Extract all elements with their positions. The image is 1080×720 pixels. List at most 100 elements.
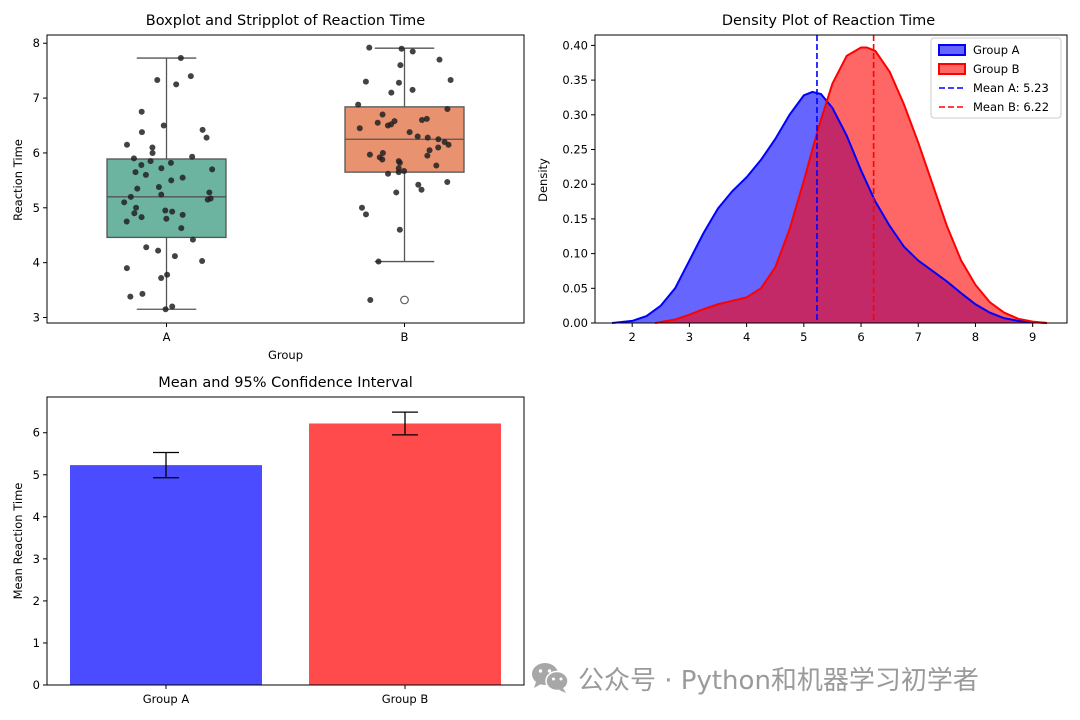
- boxplot-plot-area: 3 4 5 6 7 8 A B: [33, 34, 525, 344]
- strip-point: [169, 208, 176, 215]
- x-tick-label: 5: [800, 330, 807, 344]
- bar-panel: Mean and 95% Confidence Interval 0 1 2 3 4 5 6…: [11, 375, 525, 706]
- strip-point: [385, 170, 392, 177]
- bar-frame: [46, 396, 525, 686]
- strip-point: [376, 154, 383, 161]
- strip-point: [209, 166, 216, 173]
- strip-point: [123, 265, 130, 272]
- boxplot-ylabel: Reaction Time: [11, 139, 25, 221]
- density-plot-area: 2 3 4 5 6 7 8 9 0.00 0.05 0.10 0.15 0.20 0.25 0.30 0.35…: [562, 34, 1068, 344]
- density-ylabel: Density: [536, 158, 550, 202]
- strip-point: [206, 189, 213, 196]
- strip-point: [199, 126, 206, 133]
- legend-swatch: [938, 63, 966, 75]
- strip-point: [138, 129, 145, 136]
- strip-point: [189, 153, 196, 160]
- strip-point: [189, 236, 196, 243]
- x-tick-label: 8: [972, 330, 979, 344]
- strip-point: [203, 134, 210, 141]
- density-line-b: [654, 46, 1048, 324]
- strip-point: [123, 218, 130, 225]
- bar-title: Mean and 95% Confidence Interval: [158, 375, 413, 391]
- strip-point: [158, 275, 165, 282]
- y-tick-label: 5: [33, 468, 40, 482]
- strip-point: [388, 89, 395, 96]
- density-area-b: [655, 47, 1047, 323]
- bar-group-a: [70, 465, 262, 685]
- strip-point: [395, 79, 402, 86]
- strip-point: [187, 73, 194, 80]
- strip-point: [406, 129, 413, 136]
- strip-point: [379, 111, 386, 118]
- strip-point: [158, 165, 165, 172]
- strip-point: [398, 45, 405, 52]
- y-tick-label: 3: [33, 311, 40, 325]
- density-legend: Group A Group B Mean A: 5.23 Mean B: 6.22: [930, 37, 1062, 119]
- y-tick-label: 6: [33, 426, 40, 440]
- legend-label: Mean A: 5.23: [973, 81, 1049, 95]
- strip-point: [132, 169, 139, 176]
- y-tick-label: 0.30: [562, 108, 588, 122]
- strip-point: [374, 119, 381, 126]
- strip-point: [375, 258, 382, 265]
- strip-point: [414, 133, 421, 140]
- strip-point: [147, 158, 154, 165]
- strip-point: [401, 168, 408, 175]
- y-tick-label: 1: [33, 636, 40, 650]
- strip-point: [409, 48, 416, 55]
- strip-point: [167, 159, 174, 166]
- strip-point: [426, 147, 433, 154]
- y-tick-label: 0.15: [562, 212, 588, 226]
- y-tick-label: 0.00: [562, 316, 588, 330]
- strip-point: [178, 225, 185, 232]
- strip-point: [155, 247, 162, 254]
- strip-point: [355, 101, 362, 108]
- strip-point: [158, 191, 165, 198]
- strip-point: [121, 199, 128, 206]
- strip-point: [138, 108, 145, 115]
- y-tick-label: 0.35: [562, 73, 588, 87]
- strip-point: [393, 189, 400, 196]
- strip-point: [441, 138, 448, 145]
- strip-point: [362, 78, 369, 85]
- strip-point: [391, 118, 398, 125]
- strip-point: [131, 210, 138, 217]
- y-tick-label: 0.05: [562, 281, 588, 295]
- strip-point: [423, 115, 430, 122]
- x-tick-label: 6: [857, 330, 864, 344]
- wechat-icon: [532, 663, 569, 693]
- y-tick-label: 0: [33, 678, 40, 692]
- y-tick-label: 4: [33, 256, 40, 270]
- strip-point: [444, 106, 451, 113]
- strip-point: [199, 258, 206, 265]
- x-tick-label: B: [401, 330, 409, 344]
- x-tick-label: Group A: [143, 692, 190, 706]
- boxplot-frame: [46, 34, 525, 324]
- strip-point: [138, 214, 145, 221]
- strip-point: [366, 151, 373, 158]
- strip-point: [133, 204, 140, 211]
- strip-point: [424, 152, 431, 159]
- strip-point: [149, 149, 156, 156]
- boxplot-title: Boxplot and Stripplot of Reaction Time: [146, 13, 425, 29]
- strip-point: [173, 81, 180, 88]
- y-tick-label: 4: [33, 510, 40, 524]
- strip-point: [134, 185, 141, 192]
- strip-point: [169, 303, 176, 310]
- strip-point: [444, 179, 451, 186]
- x-tick-label: 3: [686, 330, 693, 344]
- y-tick-label: 0.25: [562, 143, 588, 157]
- y-tick-label: 2: [33, 594, 40, 608]
- y-tick-label: 0.10: [562, 247, 588, 261]
- legend-label: Mean B: 6.22: [973, 100, 1049, 114]
- strip-point: [177, 55, 184, 62]
- strip-point: [415, 181, 422, 188]
- strip-point: [127, 293, 134, 300]
- strip-point: [397, 62, 404, 69]
- y-tick-label: 0.40: [562, 38, 588, 52]
- x-tick-label: Group B: [382, 692, 429, 706]
- strip-point: [164, 271, 171, 278]
- strip-point: [435, 136, 442, 143]
- strip-point: [433, 162, 440, 169]
